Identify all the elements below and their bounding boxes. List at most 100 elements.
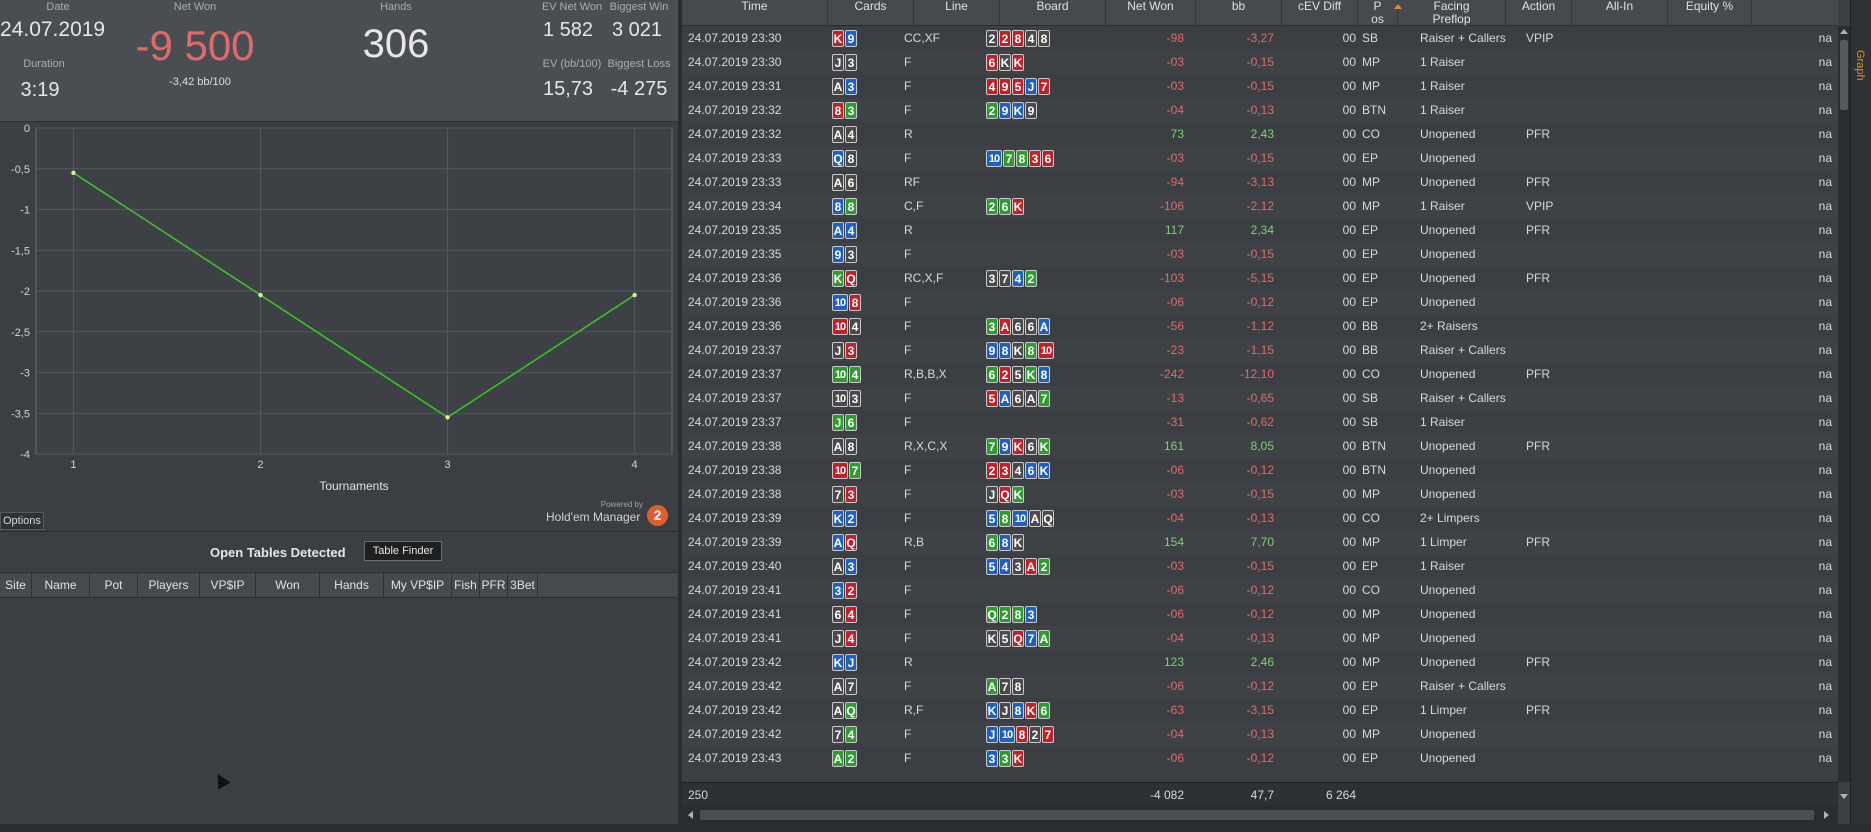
hand-bb: -0,15	[1246, 247, 1274, 261]
hand-line: F	[904, 79, 912, 93]
open-tables-column-8[interactable]: Fish	[452, 573, 480, 597]
table-row[interactable]: 24.07.2019 23:42 K J R 123 2,46 00 MP Unopened PF…	[682, 650, 1838, 674]
hand-time: 24.07.2019 23:38	[688, 487, 782, 501]
open-tables-column-6[interactable]: Hands	[320, 573, 384, 597]
table-row[interactable]: 24.07.2019 23:32 8 3 F 2 9 K 9 -04 -0,13 00 BTN 1 Ra…	[682, 98, 1838, 122]
scroll-right-icon[interactable]	[1824, 811, 1829, 819]
chart-y-tick-label: -1,5	[11, 245, 30, 257]
hand-net-won: -04	[1166, 103, 1184, 117]
column-header-bb[interactable]: bb	[1196, 0, 1282, 26]
column-header-line[interactable]: Line	[914, 0, 1000, 26]
column-header-net-won[interactable]: Net Won	[1106, 0, 1196, 26]
column-header-cards[interactable]: Cards	[828, 0, 914, 26]
hand-bb: 2,46	[1250, 655, 1274, 669]
table-row[interactable]: 24.07.2019 23:41 J 4 F K 5 Q 7 A -04 -0,13 00 MP Unop…	[682, 626, 1838, 650]
column-header-equity[interactable]: Equity %	[1668, 0, 1752, 26]
panel-splitter[interactable]	[678, 0, 682, 832]
column-header-cev-diff[interactable]: cEV Diff	[1282, 0, 1358, 26]
open-tables-column-5[interactable]: Won	[256, 573, 320, 597]
table-row[interactable]: 24.07.2019 23:30 K 9 CC,XF 2 2 8 4 8 -98 -3,27 00 SB…	[682, 26, 1838, 50]
hand-line: R,X,C,X	[904, 439, 948, 453]
scroll-left-icon[interactable]	[688, 811, 693, 819]
table-row[interactable]: 24.07.2019 23:35 9 3 F -03 -0,15 00 EP Unopened n…	[682, 242, 1838, 266]
table-row[interactable]: 24.07.2019 23:36 10 8 F -06 -0,12 00 EP Unopened…	[682, 290, 1838, 314]
table-row[interactable]: 24.07.2019 23:42 A 7 F A 7 8 -06 -0,12 00 EP Raiser…	[682, 674, 1838, 698]
horizontal-scroll-thumb[interactable]	[700, 810, 1814, 820]
open-tables-column-0[interactable]: Site	[0, 573, 32, 597]
open-tables-column-10[interactable]: 3Bet	[508, 573, 538, 597]
column-header-board[interactable]: Board	[1000, 0, 1106, 26]
playing-card: 4	[845, 222, 857, 240]
hand-position: SB	[1362, 31, 1379, 45]
playing-card: 3	[1012, 558, 1024, 576]
table-row[interactable]: 24.07.2019 23:35 A 4 R 117 2,34 00 EP Unopened PF…	[682, 218, 1838, 242]
table-row[interactable]: 24.07.2019 23:42 7 4 F J 10 8 2 7 -04 -0,13 00 MP Uno…	[682, 722, 1838, 746]
table-row[interactable]: 24.07.2019 23:33 Q 8 F 10 7 8 3 6 -03 -0,15 00 EP Uno…	[682, 146, 1838, 170]
table-row[interactable]: 24.07.2019 23:40 A 3 F 5 4 3 A 2 -03 -0,15 00 EP 1 Ra…	[682, 554, 1838, 578]
table-row[interactable]: 24.07.2019 23:38 A 8 R,X,C,X 7 9 K 6 K 161 8,05 00 B…	[682, 434, 1838, 458]
playing-card: J	[986, 486, 998, 504]
table-row[interactable]: 24.07.2019 23:38 10 7 F 2 3 4 6 K -06 -0,12 00 BTN Un…	[682, 458, 1838, 482]
scroll-up-icon[interactable]	[1840, 29, 1848, 34]
table-row[interactable]: 24.07.2019 23:31 A 3 F 4 9 5 J 7 -03 -0,15 00 MP 1 Ra…	[682, 74, 1838, 98]
table-row[interactable]: 24.07.2019 23:36 K Q RC,X,F 3 7 4 2 -103 -5,15 00 E…	[682, 266, 1838, 290]
table-row[interactable]: 24.07.2019 23:38 7 3 F J Q K -03 -0,15 00 MP Unopen…	[682, 482, 1838, 506]
biggest-win-value: 3 021	[611, 19, 663, 41]
hand-cev-diff: 00	[1342, 127, 1356, 141]
open-tables-column-9[interactable]: PFR	[480, 573, 508, 597]
open-tables-column-1[interactable]: Name	[32, 573, 90, 597]
hand-position: EP	[1362, 271, 1379, 285]
chart-data-point	[445, 415, 450, 420]
chart-options-button[interactable]: Options	[0, 512, 44, 530]
playing-card: Q	[845, 534, 857, 552]
hand-equity: na	[1818, 631, 1832, 645]
table-finder-button[interactable]: Table Finder	[364, 541, 442, 561]
hand-position: BB	[1362, 343, 1379, 357]
table-row[interactable]: 24.07.2019 23:39 K 2 F 5 8 10 A Q -04 -0,13 00 CO 2+ …	[682, 506, 1838, 530]
table-row[interactable]: 24.07.2019 23:41 3 2 F -06 -0,12 00 CO Unopened n…	[682, 578, 1838, 602]
table-row[interactable]: 24.07.2019 23:30 J 3 F 6 K K -03 -0,15 00 MP 1 Rais…	[682, 50, 1838, 74]
tab-graph[interactable]: Graph	[1854, 50, 1866, 81]
playing-card: J	[832, 54, 844, 72]
table-row[interactable]: 24.07.2019 23:32 A 4 R 73 2,43 00 CO Unopened PFR…	[682, 122, 1838, 146]
column-header-all-in[interactable]: All-In	[1572, 0, 1668, 26]
hand-time: 24.07.2019 23:40	[688, 559, 782, 573]
vertical-scrollbar[interactable]	[1838, 26, 1850, 799]
playing-card: J	[845, 654, 857, 672]
table-row[interactable]: 24.07.2019 23:37 J 6 F -31 -0,62 00 SB 1 Raiser n…	[682, 410, 1838, 434]
vertical-scroll-thumb[interactable]	[1840, 40, 1848, 110]
table-row[interactable]: 24.07.2019 23:37 10 3 F 5 A 6 A 7 -13 -0,65 00 SB Rai…	[682, 386, 1838, 410]
playing-card: K	[1038, 438, 1050, 456]
table-row[interactable]: 24.07.2019 23:37 10 4 R,B,B,X 6 2 5 K 8 -242 -12,1…	[682, 362, 1838, 386]
column-header-time[interactable]: Time	[682, 0, 828, 26]
open-tables-column-4[interactable]: VP$IP	[200, 573, 256, 597]
table-row[interactable]: 24.07.2019 23:43 A 2 F 3 3 K -06 -0,12 00 EP Unopen…	[682, 746, 1838, 770]
playing-card: 4	[845, 726, 857, 744]
column-header-facing-preflop[interactable]: Facing Preflop	[1398, 0, 1506, 26]
table-row[interactable]: 24.07.2019 23:36 10 4 F 3 A 6 6 A -56 -1,12 00 BB 2+ …	[682, 314, 1838, 338]
table-row[interactable]: 24.07.2019 23:42 A Q R,F K J 8 K 6 -63 -3,15 00 EP 1 …	[682, 698, 1838, 722]
column-header-action[interactable]: Action	[1506, 0, 1572, 26]
table-row[interactable]: 24.07.2019 23:34 8 8 C,F 2 6 K -106 -2,12 00 MP 1 R…	[682, 194, 1838, 218]
column-header-pos[interactable]: Pos	[1358, 0, 1398, 26]
hand-net-won: -06	[1166, 679, 1184, 693]
table-row[interactable]: 24.07.2019 23:33 A 6 RF -94 -3,13 00 MP Unopened…	[682, 170, 1838, 194]
scroll-down-icon[interactable]	[1840, 794, 1848, 799]
open-tables-column-2[interactable]: Pot	[90, 573, 138, 597]
hand-cev-diff: 00	[1342, 463, 1356, 477]
open-tables-column-7[interactable]: My VP$IP	[384, 573, 452, 597]
results-chart[interactable]: 0 -0,5 -1 -1,5 -2 -2,5 -3 -3,5 -4 1 2 3 4 Tournaments	[0, 122, 678, 532]
hand-cev-diff: 00	[1342, 607, 1356, 621]
playing-card: 7	[845, 678, 857, 696]
playing-card: K	[1038, 462, 1050, 480]
table-row[interactable]: 24.07.2019 23:39 A Q R,B 6 8 K 154 7,70 00 MP 1 Lim…	[682, 530, 1838, 554]
chart-y-tick-label: -3,5	[11, 408, 30, 420]
table-row[interactable]: 24.07.2019 23:41 6 4 F Q 2 8 3 -06 -0,12 00 MP Unope…	[682, 602, 1838, 626]
open-tables-column-3[interactable]: Players	[138, 573, 200, 597]
table-row[interactable]: 24.07.2019 23:37 J 3 F 9 8 K 8 10 -23 -1,15 00 BB Rai…	[682, 338, 1838, 362]
horizontal-scrollbar[interactable]	[682, 806, 1838, 824]
playing-card: 3	[1025, 606, 1037, 624]
